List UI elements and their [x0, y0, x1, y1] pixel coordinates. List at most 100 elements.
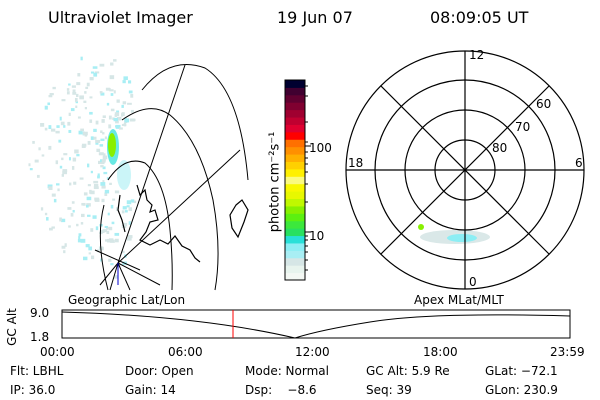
emission-pixel [68, 225, 71, 228]
colorbar-segment [285, 265, 305, 274]
emission-pixel [71, 166, 75, 170]
geographic-label: Geographic Lat/Lon [68, 293, 186, 307]
emission-pixel [59, 217, 62, 222]
emission-pixel [78, 130, 83, 135]
instrument-title: Ultraviolet Imager [48, 8, 193, 27]
ip: IP: 36.0 [10, 383, 56, 397]
emission-pixel [48, 125, 52, 130]
emission-pixel [67, 121, 71, 126]
dsp: Dsp: −8.6 [245, 383, 317, 397]
y-tick-9: 9.0 [30, 306, 50, 320]
emission-pixel [110, 204, 114, 209]
emission-pixel [32, 140, 35, 144]
colorbar-segment [285, 257, 305, 266]
emission-pixel [75, 93, 79, 97]
bright-point [418, 224, 424, 230]
colorbar-segment [285, 250, 305, 259]
emission-pixel [121, 113, 124, 117]
emission-pixel [129, 118, 135, 122]
emission-pixel [80, 128, 84, 132]
emission-pixel [86, 82, 90, 87]
emission-pixel [105, 87, 110, 91]
emission-pixel [99, 91, 103, 94]
emission-pixel [59, 116, 62, 121]
emission-pixel [126, 205, 130, 208]
emission-pixel [104, 136, 108, 140]
emission-pixel [49, 227, 53, 231]
emission-pixel [113, 275, 119, 279]
emission-pixel [83, 100, 87, 103]
emission-pixel [121, 104, 124, 108]
emission-pixel [109, 182, 112, 185]
emission-pixel [91, 255, 95, 260]
emission-pixel [122, 80, 126, 84]
emission-pixel [104, 192, 108, 197]
emission-pixel [121, 250, 125, 254]
emission-pixel [71, 201, 75, 204]
emission-pixel [114, 232, 120, 236]
x-tick-2359: 23:59 [550, 345, 585, 359]
x-tick-1800: 18:00 [423, 345, 458, 359]
emission-pixel [61, 174, 64, 177]
emission-pixel [106, 102, 110, 106]
emission-pixel [106, 230, 110, 234]
emission-pixel [68, 129, 72, 133]
door: Door: Open [125, 364, 194, 378]
emission-pixel [115, 125, 120, 128]
emission-pixel [78, 236, 81, 240]
emission-pixel [102, 132, 105, 135]
emission-pixel [127, 102, 132, 105]
emission-pixel [134, 200, 137, 204]
emission-pixel [95, 120, 99, 125]
emission-pixel [80, 238, 86, 243]
emission-pixel [93, 183, 99, 188]
emission-pixel [44, 105, 48, 110]
emission-pixel [124, 118, 130, 123]
emission-pixel [38, 147, 41, 151]
emission-pixel [89, 96, 93, 99]
time: 08:09:05 UT [430, 8, 529, 27]
emission-pixel [57, 188, 60, 192]
emission-pixel [104, 239, 108, 242]
emission-pixel [78, 233, 82, 237]
emission-pixel [83, 192, 88, 196]
emission-pixel [108, 258, 112, 262]
y-tick-1-8: 1.8 [30, 330, 50, 344]
emission-pixel [72, 91, 77, 95]
emission-pixel [60, 121, 65, 126]
lat-70: 70 [515, 120, 531, 134]
colorbar-segment [285, 205, 305, 214]
colorbar-segment [285, 161, 305, 170]
emission-pixel [81, 144, 86, 148]
emission-pixel [77, 116, 81, 119]
emission-pixel [63, 125, 66, 128]
colorbar-segment [285, 220, 305, 229]
emission-pixel [107, 212, 110, 216]
emission-pixel [92, 215, 97, 219]
emission-pixel [74, 149, 79, 154]
emission-pixel [128, 90, 133, 94]
emission-pixel [103, 171, 108, 175]
emission-pixel [100, 130, 103, 134]
emission-pixel [128, 80, 132, 84]
colorbar-segment [285, 242, 305, 251]
mlt-12: 12 [469, 48, 485, 62]
emission-pixel [86, 196, 92, 201]
emission-pixel [110, 108, 115, 112]
emission-pixel [102, 155, 108, 160]
emission-pixel [110, 93, 114, 96]
emission-pixel [121, 112, 125, 116]
emission-pixel [44, 127, 48, 131]
emission-pixel [56, 183, 60, 186]
emission-pixel [50, 128, 56, 132]
emission-pixel [66, 88, 70, 91]
emission-pixel [94, 71, 100, 74]
coastline [117, 184, 249, 263]
emission-pixel [108, 124, 112, 129]
emission-pixel [115, 238, 119, 243]
emission-pixel [87, 184, 91, 187]
emission-pixel [68, 157, 71, 161]
emission-pixel [106, 238, 111, 243]
